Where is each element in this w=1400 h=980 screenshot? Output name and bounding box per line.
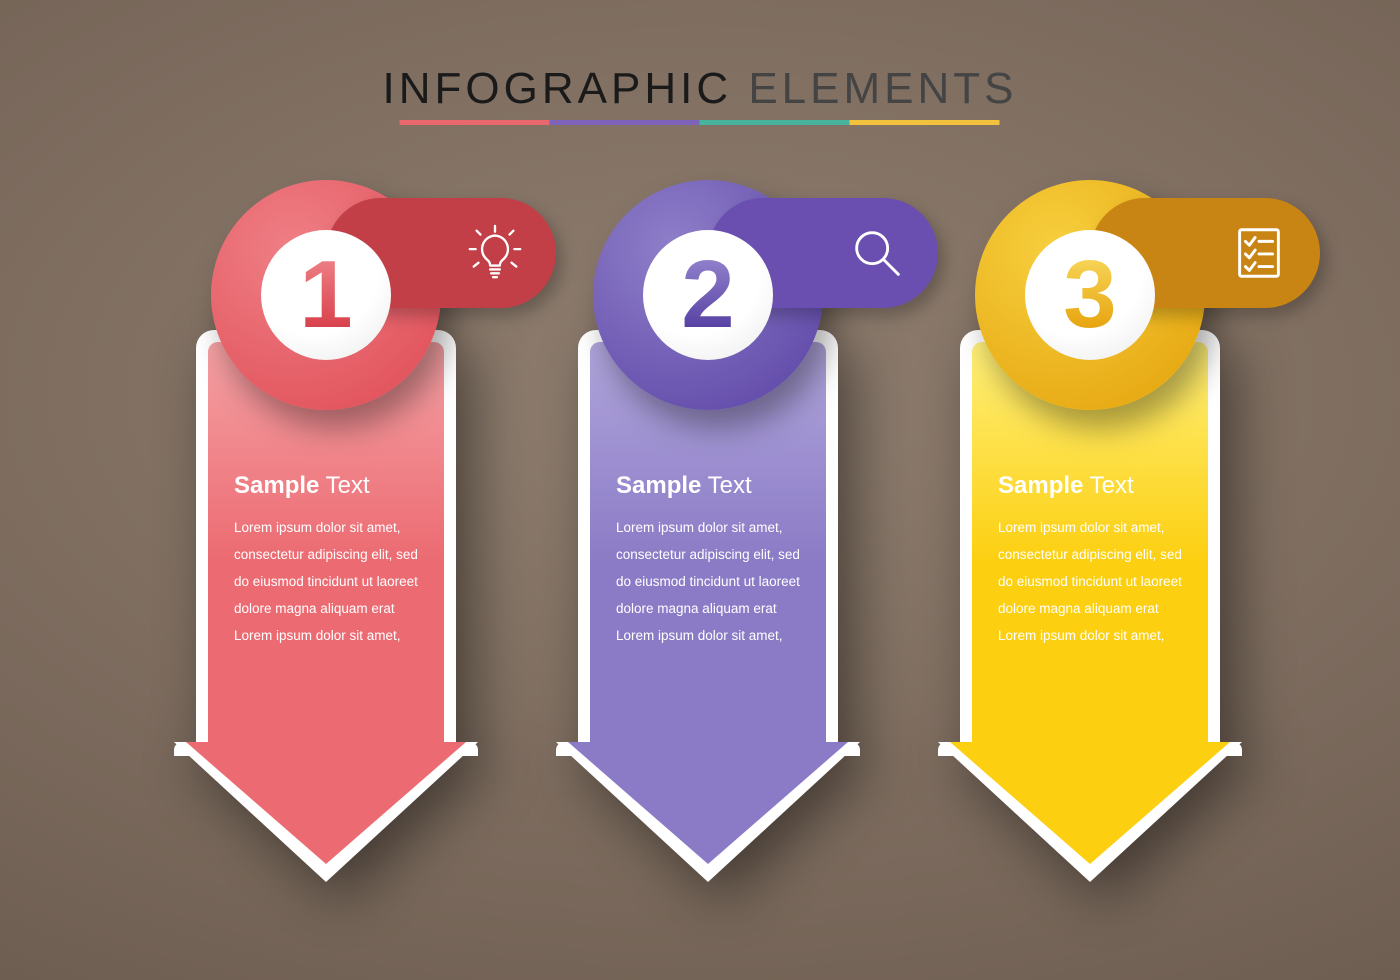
underline-seg-1 xyxy=(400,120,550,125)
page-title: INFOGRAPHIC ELEMENTS xyxy=(383,64,1018,125)
checklist-icon xyxy=(1228,222,1290,284)
card-1-heading: Sample Text xyxy=(234,472,418,500)
heading-light: Text xyxy=(319,472,369,499)
heading-bold: Sample xyxy=(616,472,701,499)
underline-seg-3 xyxy=(700,120,850,125)
card-3-number: 3 xyxy=(1063,247,1116,343)
card-1-body-text: Lorem ipsum dolor sit amet, consectetur … xyxy=(234,514,418,649)
arrow-1-head xyxy=(186,742,466,864)
title-bold: INFOGRAPHIC xyxy=(383,64,733,113)
lightbulb-icon xyxy=(464,222,526,284)
underline-seg-4 xyxy=(850,120,1000,125)
heading-light: Text xyxy=(1083,472,1133,499)
card-2-number: 2 xyxy=(681,247,734,343)
title-text: INFOGRAPHIC ELEMENTS xyxy=(383,64,1018,114)
arrow-2-head xyxy=(568,742,848,864)
card-1-number-circle: 1 xyxy=(261,230,391,360)
card-2-body-text: Lorem ipsum dolor sit amet, consectetur … xyxy=(616,514,800,649)
arrow-3-head xyxy=(950,742,1230,864)
card-3-heading: Sample Text xyxy=(998,472,1182,500)
title-underline xyxy=(400,120,1000,125)
card-2-heading: Sample Text xyxy=(616,472,800,500)
heading-bold: Sample xyxy=(234,472,319,499)
card-1-number: 1 xyxy=(299,247,352,343)
underline-seg-2 xyxy=(550,120,700,125)
card-2-number-circle: 2 xyxy=(643,230,773,360)
card-3-body-text: Lorem ipsum dolor sit amet, consectetur … xyxy=(998,514,1182,649)
heading-light: Text xyxy=(701,472,751,499)
card-3-number-circle: 3 xyxy=(1025,230,1155,360)
heading-bold: Sample xyxy=(998,472,1083,499)
magnifier-icon xyxy=(846,222,908,284)
title-light: ELEMENTS xyxy=(732,64,1017,113)
infographic-stage: Sample Text Lorem ipsum dolor sit amet, … xyxy=(0,180,1400,980)
